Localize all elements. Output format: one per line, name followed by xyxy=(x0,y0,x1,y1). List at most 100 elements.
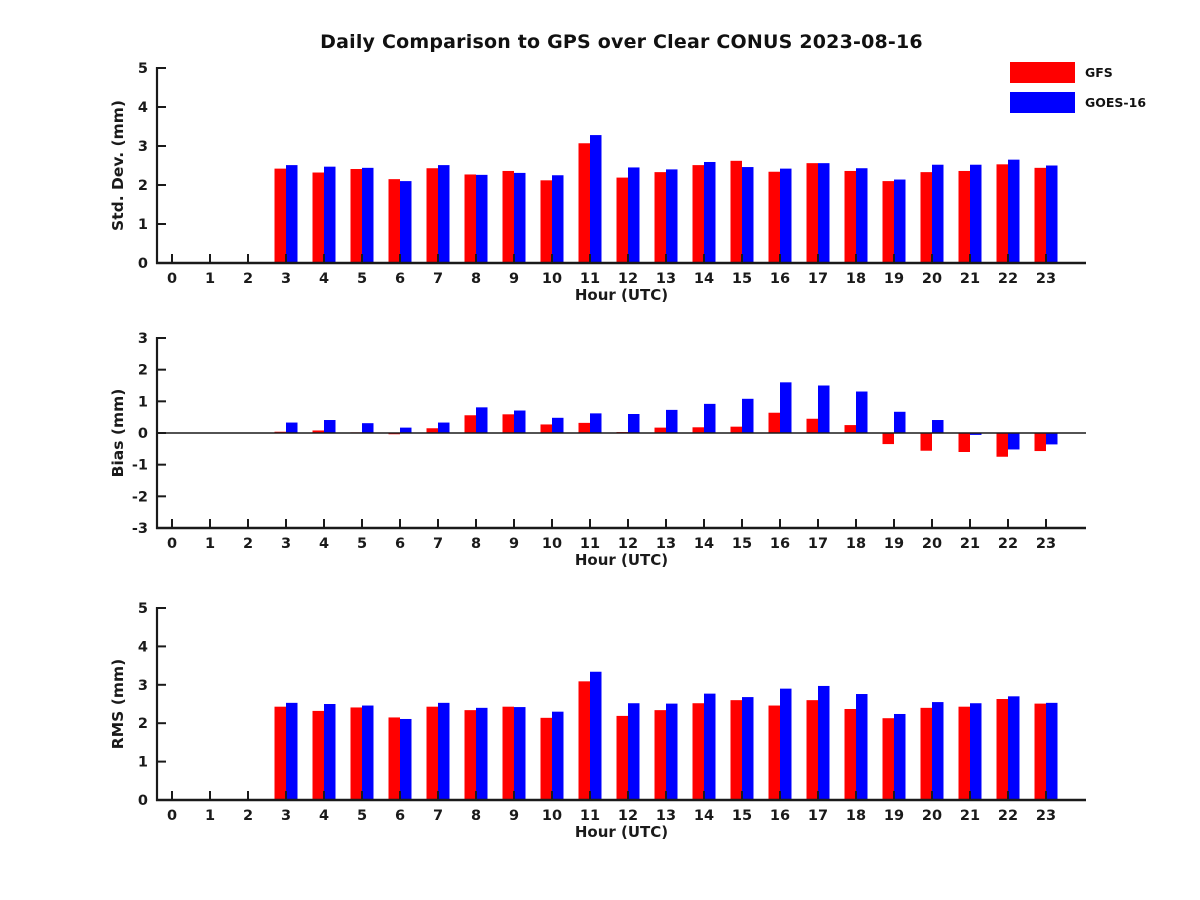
bar-gfs-h13 xyxy=(654,427,666,433)
legend-item-goes16: GOES-16 xyxy=(1010,91,1146,113)
bar-gfs-h11 xyxy=(578,681,590,800)
bar-gfs-h23 xyxy=(1034,167,1046,263)
bar-gfs-h7 xyxy=(426,706,438,800)
bar-gfs-h23 xyxy=(1034,703,1046,800)
x-tick-label: 22 xyxy=(998,271,1018,287)
bar-goes16-h3 xyxy=(286,165,298,263)
bar-goes16-h11 xyxy=(590,413,602,433)
bar-gfs-h9 xyxy=(502,414,514,433)
x-tick-label: 14 xyxy=(694,808,714,824)
bar-gfs-h21 xyxy=(958,170,970,263)
x-tick-label: 6 xyxy=(395,271,405,287)
x-tick-label: 10 xyxy=(542,271,562,287)
x-tick-label: 15 xyxy=(732,536,752,552)
x-tick-label: 23 xyxy=(1036,271,1056,287)
y-tick-label: 3 xyxy=(138,139,148,155)
bar-gfs-h8 xyxy=(464,174,476,263)
bar-goes16-h16 xyxy=(780,382,792,433)
bar-gfs-h15 xyxy=(730,700,742,800)
bar-gfs-h22 xyxy=(996,433,1008,457)
bar-gfs-h19 xyxy=(882,433,894,445)
bar-gfs-h3 xyxy=(274,706,286,800)
x-tick-label: 5 xyxy=(357,536,367,552)
bar-goes16-h23 xyxy=(1046,702,1058,800)
bar-goes16-h4 xyxy=(324,166,336,263)
bar-goes16-h18 xyxy=(856,168,868,263)
x-tick-label: 12 xyxy=(618,808,638,824)
legend-label-gfs: GFS xyxy=(1085,64,1113,80)
x-tick-label: 14 xyxy=(694,271,714,287)
bar-goes16-h15 xyxy=(742,167,754,263)
bar-goes16-h4 xyxy=(324,420,336,433)
goes16-color-swatch xyxy=(1010,91,1075,113)
y-tick-label: 0 xyxy=(138,426,148,442)
y-tick-label: 3 xyxy=(138,331,148,347)
bar-goes16-h17 xyxy=(818,163,830,263)
x-tick-label: 13 xyxy=(656,808,676,824)
bar-gfs-h20 xyxy=(920,172,932,263)
bar-gfs-h23 xyxy=(1034,433,1046,452)
x-tick-label: 1 xyxy=(205,536,215,552)
x-tick-label: 4 xyxy=(319,536,329,552)
bar-gfs-h19 xyxy=(882,181,894,263)
x-tick-label: 17 xyxy=(808,536,828,552)
bar-goes16-h7 xyxy=(438,702,450,800)
x-tick-label: 9 xyxy=(509,271,519,287)
bar-goes16-h10 xyxy=(552,417,564,433)
bar-goes16-h6 xyxy=(400,181,412,263)
x-tick-label: 21 xyxy=(960,271,980,287)
bar-goes16-h19 xyxy=(894,179,906,263)
x-tick-label: 12 xyxy=(618,536,638,552)
x-tick-label: 20 xyxy=(922,536,942,552)
y-tick-label: 5 xyxy=(138,601,148,617)
x-tick-label: 15 xyxy=(732,808,752,824)
bar-gfs-h9 xyxy=(502,706,514,800)
bar-goes16-h15 xyxy=(742,697,754,800)
bar-goes16-h23 xyxy=(1046,165,1058,263)
bar-goes16-h10 xyxy=(552,175,564,263)
bar-gfs-h22 xyxy=(996,164,1008,263)
x-tick-label: 16 xyxy=(770,271,790,287)
bar-goes16-h13 xyxy=(666,169,678,263)
x-tick-label: 19 xyxy=(884,808,904,824)
x-tick-label: 23 xyxy=(1036,536,1056,552)
x-tick-label: 6 xyxy=(395,536,405,552)
y-tick-label: 2 xyxy=(138,363,148,379)
bar-goes16-h9 xyxy=(514,410,526,433)
x-axis-label: Hour (UTC) xyxy=(575,551,668,569)
bar-goes16-h6 xyxy=(400,427,412,433)
x-tick-label: 7 xyxy=(433,536,443,552)
bar-gfs-h18 xyxy=(844,708,856,800)
bar-goes16-h22 xyxy=(1008,159,1020,263)
x-tick-label: 18 xyxy=(846,536,866,552)
bar-goes16-h20 xyxy=(932,420,944,433)
x-tick-label: 21 xyxy=(960,536,980,552)
x-tick-label: 16 xyxy=(770,808,790,824)
y-axis-label: Bias (mm) xyxy=(109,389,127,478)
bar-goes16-h21 xyxy=(970,433,982,435)
bar-goes16-h15 xyxy=(742,398,754,433)
x-tick-label: 5 xyxy=(357,271,367,287)
bar-gfs-h16 xyxy=(768,171,780,263)
bar-goes16-h17 xyxy=(818,685,830,800)
bar-goes16-h3 xyxy=(286,702,298,800)
bar-gfs-h21 xyxy=(958,706,970,800)
bar-goes16-h14 xyxy=(704,161,716,263)
bar-goes16-h17 xyxy=(818,385,830,433)
bar-gfs-h10 xyxy=(540,717,552,800)
x-tick-label: 11 xyxy=(580,271,600,287)
bar-goes16-h7 xyxy=(438,165,450,263)
bar-goes16-h5 xyxy=(362,705,374,800)
y-tick-label: 0 xyxy=(138,793,148,809)
bar-gfs-h21 xyxy=(958,433,970,452)
bar-goes16-h12 xyxy=(628,703,640,800)
bar-goes16-h18 xyxy=(856,391,868,433)
x-tick-label: 9 xyxy=(509,536,519,552)
x-tick-label: 14 xyxy=(694,536,714,552)
y-axis-label: RMS (mm) xyxy=(109,659,127,749)
y-tick-label: -2 xyxy=(132,489,148,505)
bar-gfs-h4 xyxy=(312,172,324,263)
y-tick-label: 0 xyxy=(138,256,148,272)
